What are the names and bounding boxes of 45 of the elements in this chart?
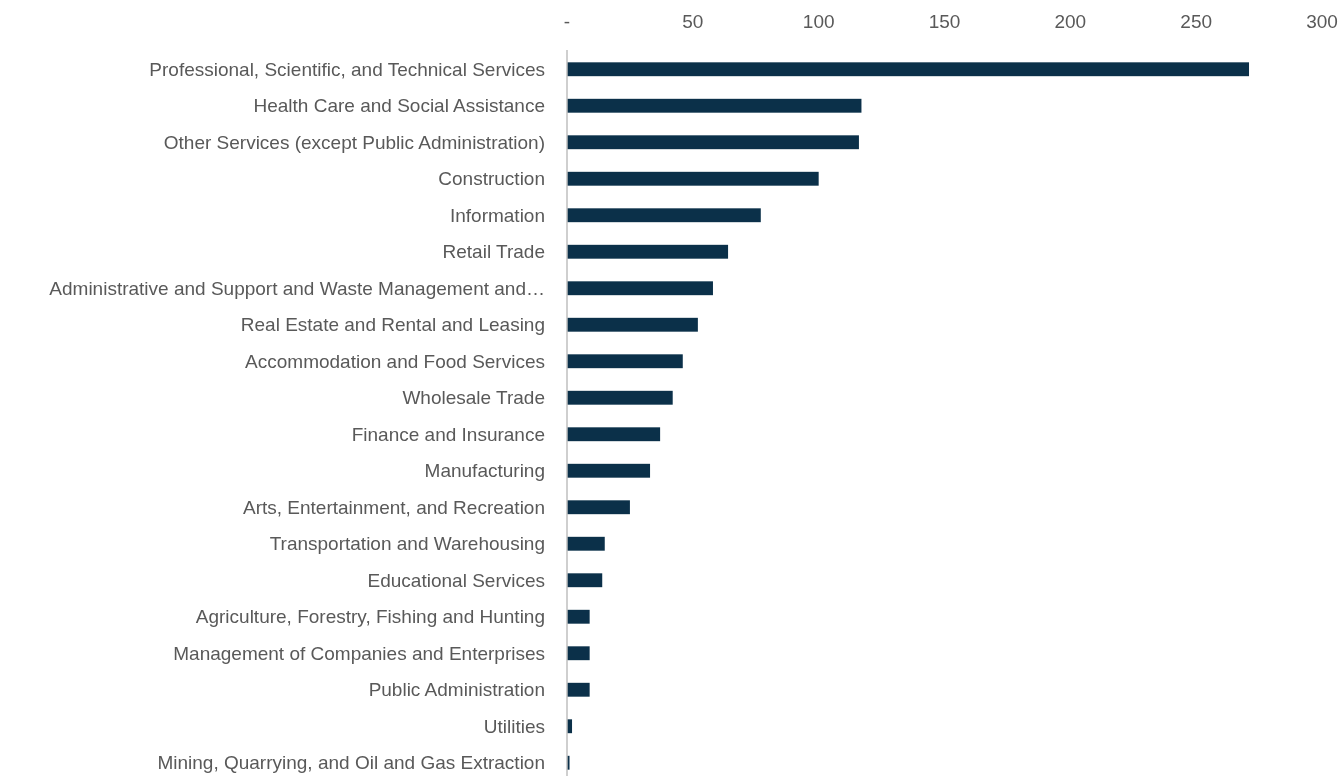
y-tick-label: Mining, Quarrying, and Oil and Gas Extraction [157, 752, 545, 774]
y-tick-label: Finance and Insurance [351, 423, 545, 445]
bar [567, 244, 729, 259]
y-tick-label: Health Care and Social Assistance [253, 95, 545, 117]
y-tick-label: Arts, Entertainment, and Recreation [242, 496, 545, 518]
bar [567, 500, 630, 515]
x-tick-label: 100 [802, 11, 835, 32]
bar [567, 208, 761, 223]
y-tick-label: Real Estate and Rental and Leasing [240, 314, 545, 336]
bar [567, 646, 590, 661]
y-tick-label: Professional, Scientific, and Technical Services [149, 58, 545, 80]
x-tick-label: 50 [682, 11, 704, 32]
bar [567, 463, 651, 478]
bar [567, 62, 1250, 77]
bar [567, 98, 862, 113]
bar [567, 281, 713, 296]
bar [567, 427, 661, 442]
x-tick-label: 300 [1306, 11, 1338, 32]
y-tick-label: Manufacturing [424, 460, 545, 482]
y-tick-label: Construction [438, 168, 545, 190]
x-tick-label: 150 [928, 11, 961, 32]
bar [567, 354, 683, 369]
bar [567, 317, 698, 332]
y-tick-label: Public Administration [368, 679, 545, 701]
x-tick-label: 200 [1054, 11, 1087, 32]
bar [567, 609, 590, 624]
y-tick-label: Other Services (except Public Administration) [163, 131, 545, 153]
y-tick-label: Retail Trade [442, 241, 545, 263]
bar [567, 573, 603, 588]
y-tick-label: Educational Services [367, 569, 545, 591]
bar [567, 536, 605, 551]
y-tick-label: Administrative and Support and Waste Management and… [49, 277, 545, 299]
bar [567, 390, 673, 405]
y-tick-label: Agriculture, Forestry, Fishing and Hunting [195, 606, 545, 628]
x-tick-label: - [563, 11, 571, 32]
y-tick-label: Management of Companies and Enterprises [173, 642, 545, 664]
bar [567, 171, 819, 186]
y-tick-label: Wholesale Trade [402, 387, 545, 409]
y-tick-label: Information [449, 204, 545, 226]
y-tick-label: Utilities [483, 715, 545, 737]
x-tick-label: 250 [1180, 11, 1213, 32]
bar [567, 135, 859, 150]
bar [567, 682, 590, 697]
y-tick-label: Accommodation and Food Services [245, 350, 545, 372]
y-tick-label: Transportation and Warehousing [269, 533, 545, 555]
